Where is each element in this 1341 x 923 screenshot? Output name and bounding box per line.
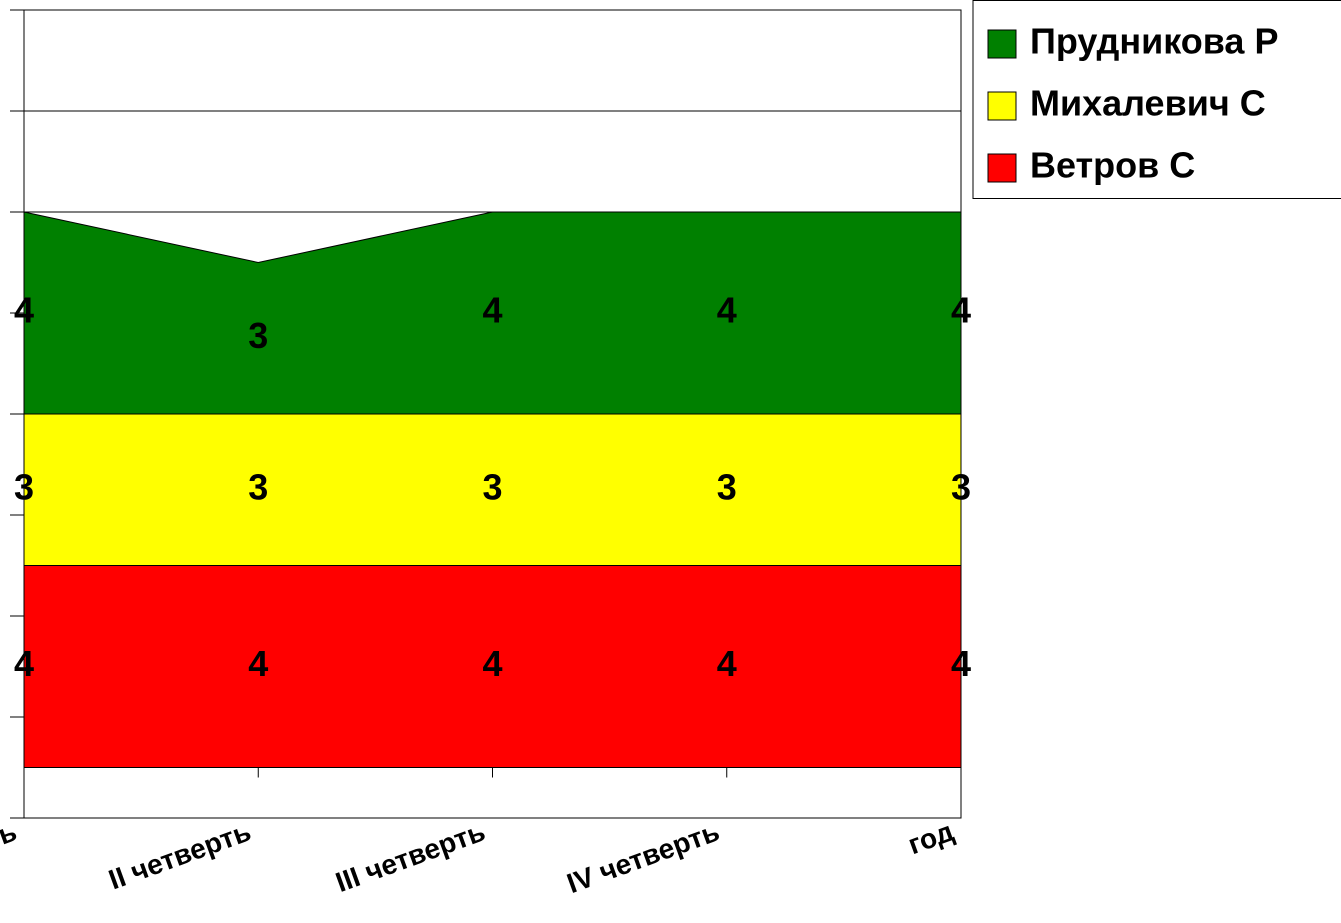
legend-swatch xyxy=(987,91,1017,121)
data-label: 4 xyxy=(248,643,268,684)
data-label: 3 xyxy=(717,466,737,507)
legend-label: Михалевич С xyxy=(1030,83,1266,124)
legend-label: Прудникова Р xyxy=(1030,21,1278,62)
legend-swatch xyxy=(987,153,1017,183)
data-label: 3 xyxy=(482,466,502,507)
x-tick-label: II четверть xyxy=(105,815,255,895)
data-label: 4 xyxy=(482,290,502,331)
legend-box xyxy=(972,0,1341,199)
x-tick-label: I четверть xyxy=(0,815,21,892)
legend-swatch xyxy=(987,29,1017,59)
plot-border xyxy=(23,9,962,819)
data-label: 3 xyxy=(248,315,268,356)
data-label: 3 xyxy=(248,466,268,507)
x-tick-label: IV четверть xyxy=(563,815,723,899)
data-label: 4 xyxy=(717,290,737,331)
data-label: 4 xyxy=(482,643,502,684)
x-tick-label: III четверть xyxy=(332,815,490,898)
x-tick-label: год xyxy=(904,815,958,860)
legend-label: Ветров С xyxy=(1030,145,1195,186)
data-label: 4 xyxy=(717,643,737,684)
